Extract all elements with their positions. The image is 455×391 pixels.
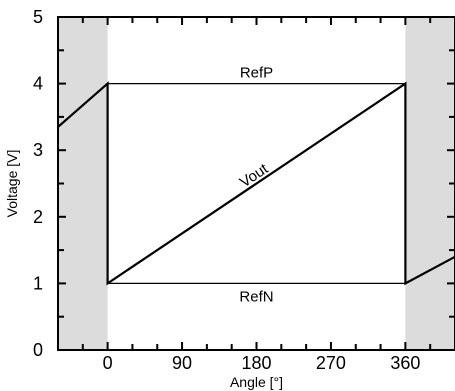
shaded-region-1	[405, 17, 455, 350]
y-tick-label: 2	[33, 207, 43, 227]
shaded-regions	[58, 17, 455, 350]
x-tick-label: 360	[390, 353, 420, 373]
reference-lines	[107, 82, 406, 284]
series-layer	[57, 81, 455, 286]
y-tick-label: 4	[33, 74, 43, 94]
series-line-vout	[57, 81, 455, 286]
x-tick-label: 270	[316, 353, 346, 373]
y-tick-label: 1	[33, 273, 43, 293]
x-tick-label: 0	[103, 353, 113, 373]
x-tick-label: 180	[241, 353, 271, 373]
vout-label: Vout	[237, 160, 272, 191]
axis-ticks: 0 90 180 270 360 0 1 2 3 4 5	[33, 7, 455, 373]
y-tick-label: 5	[33, 7, 43, 27]
y-tick-label: 0	[33, 340, 43, 360]
x-tick-label: 90	[172, 353, 192, 373]
annotations: RefP RefN Vout	[237, 65, 274, 306]
y-tick-label: 3	[33, 140, 43, 160]
refn-label: RefN	[239, 288, 273, 305]
refp-label: RefP	[240, 65, 273, 82]
shaded-region-0	[58, 17, 108, 350]
y-axis-title: Voltage [V]	[4, 150, 20, 218]
x-axis-title: Angle [°]	[230, 374, 283, 390]
